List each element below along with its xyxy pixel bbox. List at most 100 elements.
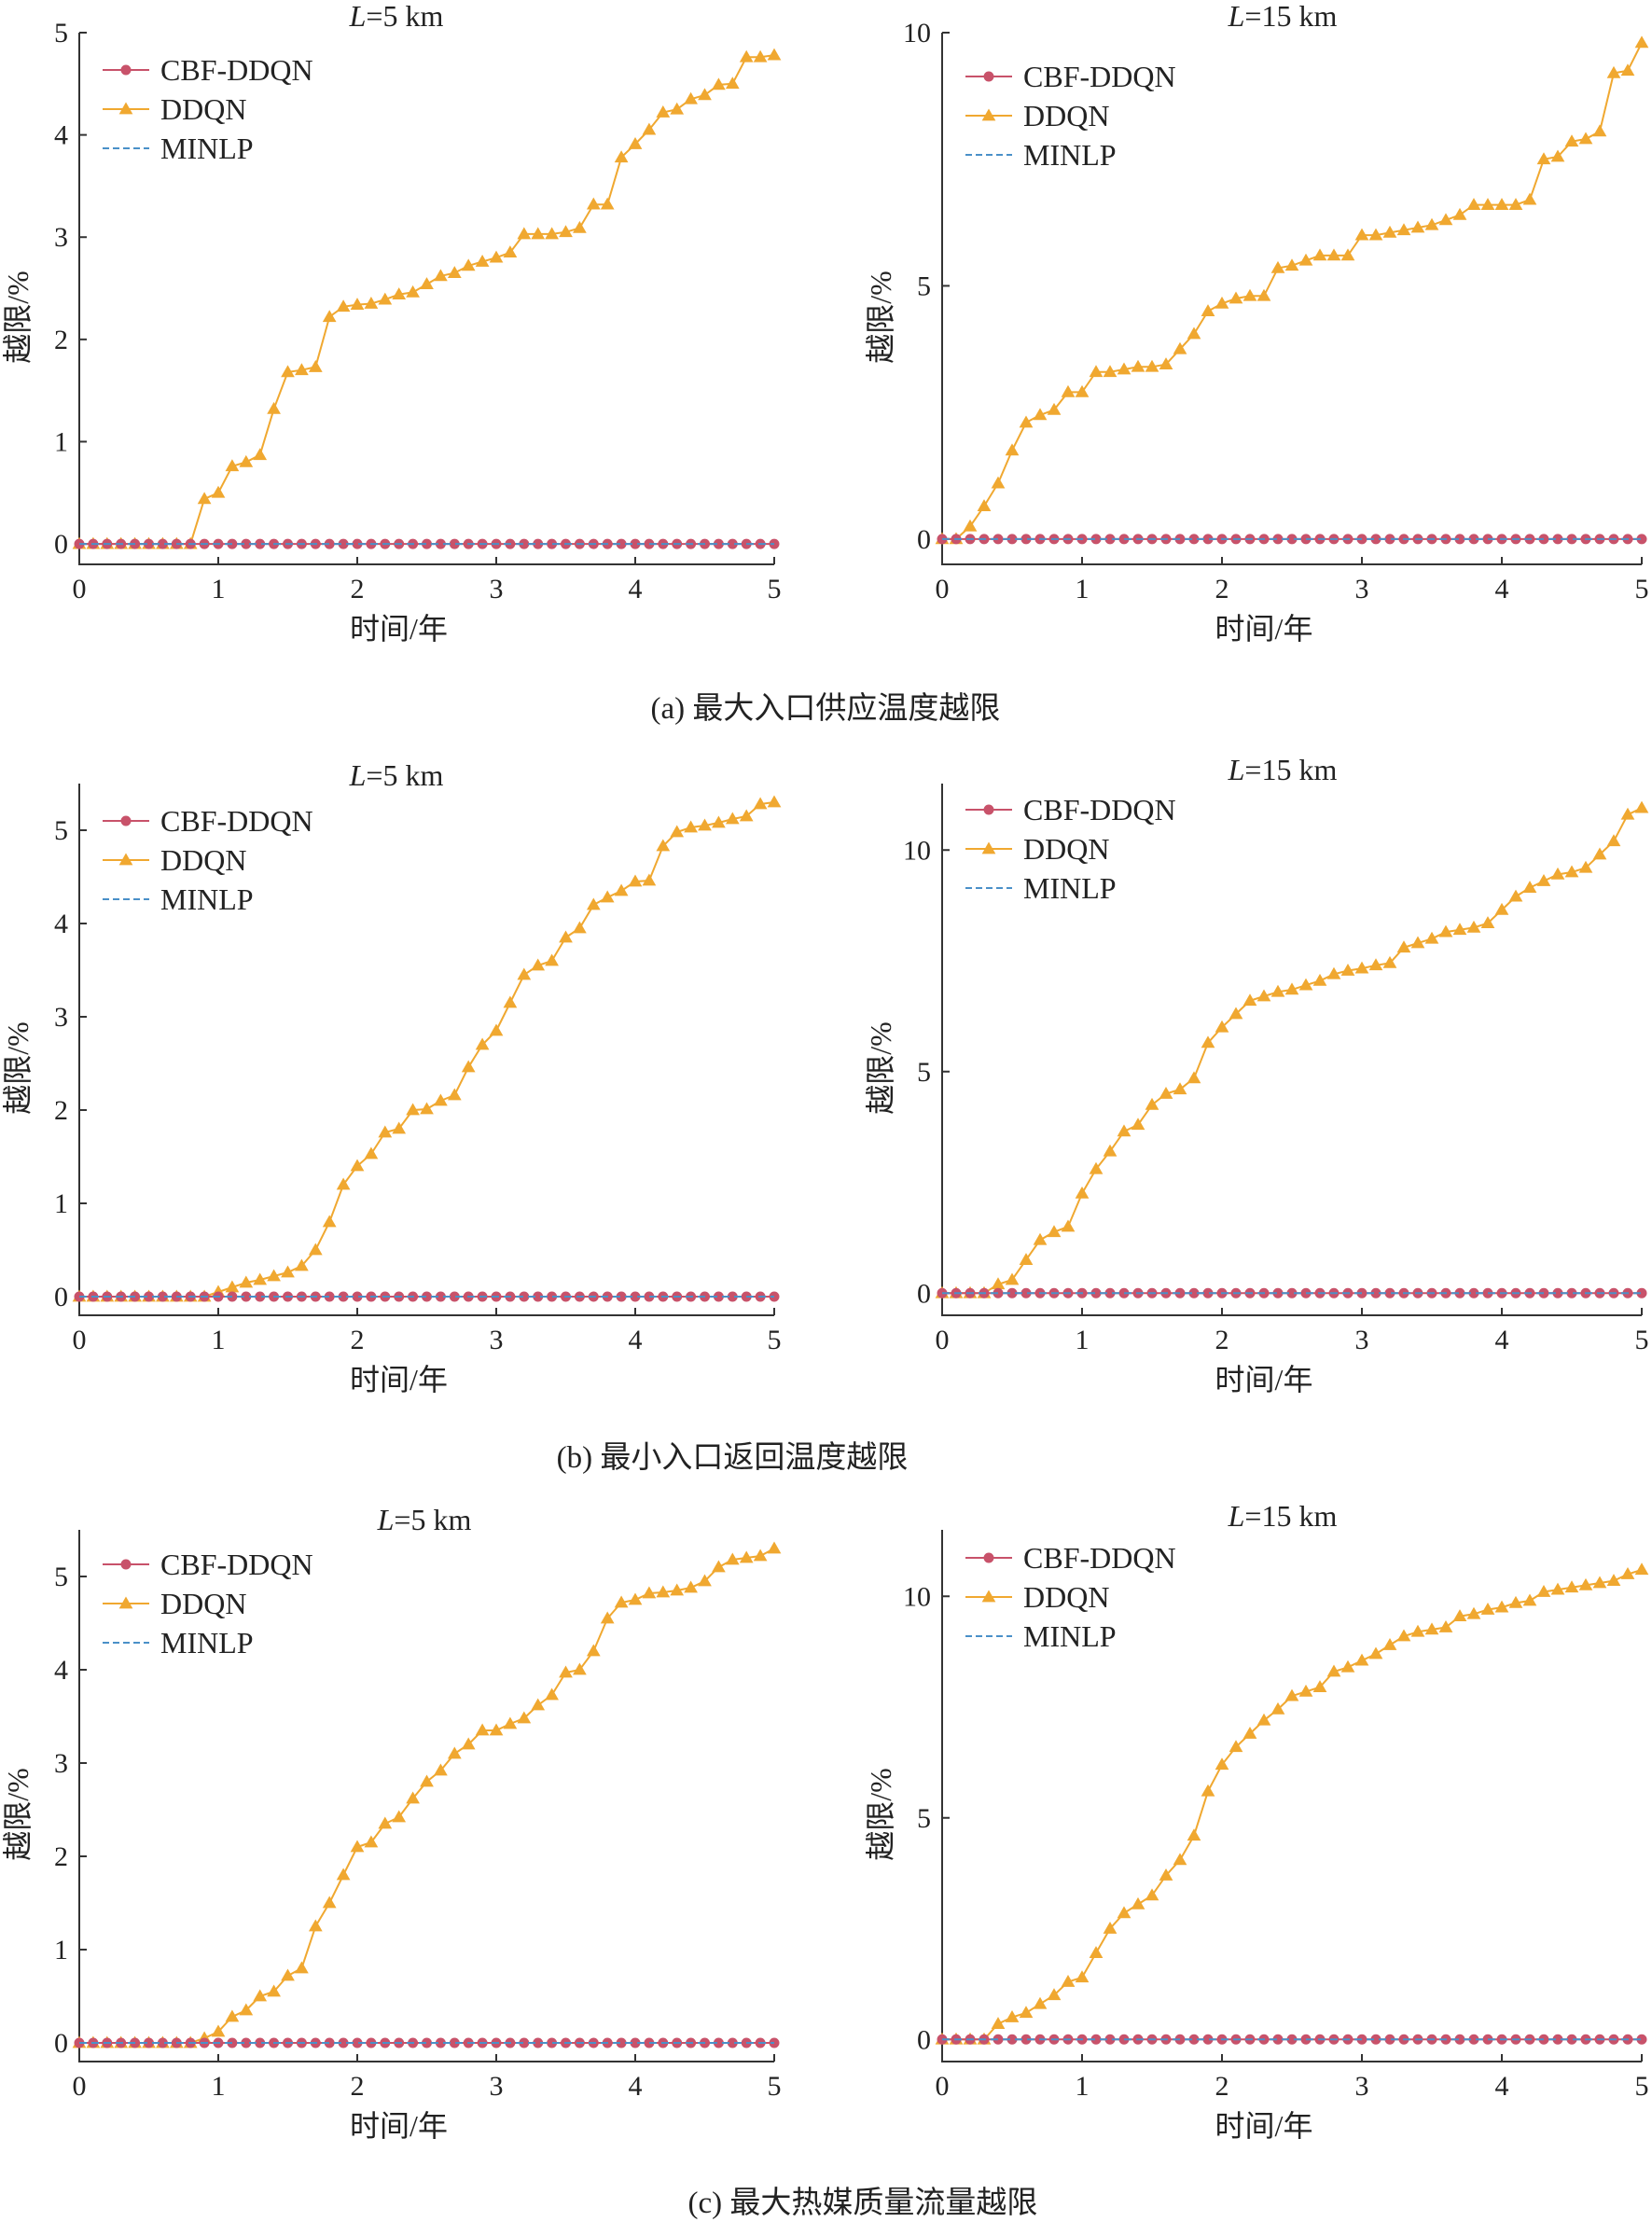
data-point-ddqn (1173, 1853, 1187, 1866)
series-line-ddqn (79, 54, 775, 546)
data-point-ddqn (1215, 1757, 1229, 1771)
x-tick-label: 0 (73, 2071, 87, 2102)
data-point-ddqn (420, 1774, 434, 1787)
data-point-ddqn (586, 197, 601, 210)
data-point-ddqn (531, 1698, 546, 1711)
legend-marker-ddqn (118, 1596, 133, 1609)
y-tick-label: 3 (54, 1748, 68, 1779)
data-point-ddqn (600, 1611, 615, 1624)
data-point-ddqn (1173, 1082, 1187, 1095)
data-point-ddqn (1256, 1713, 1271, 1726)
data-point-ddqn (225, 2009, 240, 2022)
x-axis-label: 时间/年 (1215, 1363, 1313, 1396)
data-point-ddqn (308, 1243, 323, 1256)
data-point-ddqn (1284, 982, 1299, 995)
legend-label-minlp: MINLP (160, 882, 254, 916)
data-point-ddqn (1606, 1574, 1621, 1586)
y-tick-label: 5 (917, 1803, 931, 1834)
data-point-ddqn (1508, 1595, 1523, 1608)
legend-label-ddqn: DDQN (1023, 99, 1109, 132)
chart-title-italic: L (1228, 753, 1245, 786)
data-point-ddqn (531, 958, 546, 971)
legend: CBF-DDQN DDQN MINLP (103, 53, 313, 165)
data-point-ddqn (1480, 916, 1495, 928)
data-point-ddqn (739, 809, 754, 822)
legend: CBF-DDQN DDQN MINLP (965, 1541, 1176, 1653)
caption-c: (c) 最大热媒质量流量越限 (688, 2186, 1038, 2220)
chart-title: L=15 km (1228, 753, 1338, 786)
x-tick-label: 2 (351, 1325, 365, 1355)
data-point-ddqn (991, 476, 1006, 489)
x-tick-label: 1 (1076, 1325, 1090, 1355)
data-point-ddqn (1298, 1684, 1313, 1697)
legend-label-minlp: MINLP (1023, 138, 1117, 172)
data-point-ddqn (1522, 881, 1537, 893)
x-tick-label: 0 (936, 574, 950, 604)
data-point-ddqn (239, 1275, 254, 1288)
y-axis-label: 越限/% (864, 271, 897, 364)
data-point-ddqn (1438, 924, 1453, 937)
y-tick-label: 10 (903, 1581, 931, 1612)
data-point-ddqn (1061, 1974, 1076, 1987)
data-point-ddqn (350, 1159, 365, 1172)
series-ddqn (935, 800, 1649, 1298)
x-tick-label: 2 (351, 574, 365, 604)
series-cbf (74, 2037, 780, 2048)
data-point-ddqn (1005, 443, 1020, 456)
data-point-ddqn (586, 1644, 601, 1657)
x-tick-label: 2 (1215, 574, 1229, 604)
data-point-ddqn (1117, 362, 1131, 375)
data-point-ddqn (503, 995, 518, 1008)
data-point-ddqn (1215, 1020, 1229, 1033)
data-point-ddqn (1131, 1896, 1145, 1910)
data-point-ddqn (753, 1548, 768, 1562)
data-point-ddqn (1173, 341, 1187, 354)
data-point-ddqn (434, 1093, 448, 1106)
y-tick-label: 1 (54, 426, 68, 457)
x-axis-label: 时间/年 (1215, 612, 1313, 646)
data-point-ddqn (1368, 1646, 1383, 1660)
data-point-ddqn (698, 88, 712, 101)
data-point-ddqn (1089, 1161, 1104, 1174)
chart-title-rest: =15 km (1244, 753, 1337, 786)
x-tick-label: 3 (490, 574, 504, 604)
data-point-ddqn (600, 197, 615, 210)
data-point-ddqn (628, 874, 643, 887)
data-point-ddqn (1522, 1593, 1537, 1606)
data-point-ddqn (1564, 865, 1579, 878)
data-point-ddqn (503, 1716, 518, 1729)
data-point-ddqn (1229, 291, 1243, 304)
x-tick-label: 2 (1215, 1325, 1229, 1355)
data-point-ddqn (1354, 961, 1369, 974)
data-point-ddqn (211, 2024, 226, 2037)
data-point-ddqn (1606, 834, 1621, 847)
data-point-ddqn (753, 49, 768, 62)
data-point-ddqn (1410, 1624, 1425, 1637)
data-point-ddqn (1578, 860, 1593, 873)
y-tick-label: 10 (903, 835, 931, 866)
data-point-ddqn (447, 1088, 462, 1101)
data-point-ddqn (1634, 1562, 1649, 1576)
data-point-ddqn (1620, 807, 1635, 820)
data-point-ddqn (656, 104, 671, 118)
y-axis-label: 越限/% (1, 1768, 35, 1861)
caption-b: (b) 最小入口返回温度越限 (557, 1440, 909, 1475)
data-point-ddqn (1452, 923, 1467, 936)
x-tick-label: 4 (629, 1325, 643, 1355)
x-tick-label: 1 (212, 1325, 226, 1355)
data-point-ddqn (559, 1665, 573, 1678)
x-tick-label: 5 (768, 2071, 782, 2102)
chart-title-italic: L (349, 758, 367, 792)
data-point-ddqn (1368, 228, 1383, 241)
data-point-ddqn (684, 820, 698, 833)
y-tick-label: 2 (54, 1841, 68, 1872)
data-point-ddqn (1187, 1828, 1201, 1841)
data-point-ddqn (1298, 253, 1313, 266)
y-tick-label: 0 (917, 2024, 931, 2055)
x-tick-label: 3 (1355, 574, 1369, 604)
legend-marker-ddqn (981, 108, 996, 121)
x-tick-label: 4 (1495, 574, 1509, 604)
data-point-ddqn (725, 76, 740, 90)
data-point-ddqn (434, 1763, 448, 1776)
chart-title-italic: L (349, 0, 367, 33)
